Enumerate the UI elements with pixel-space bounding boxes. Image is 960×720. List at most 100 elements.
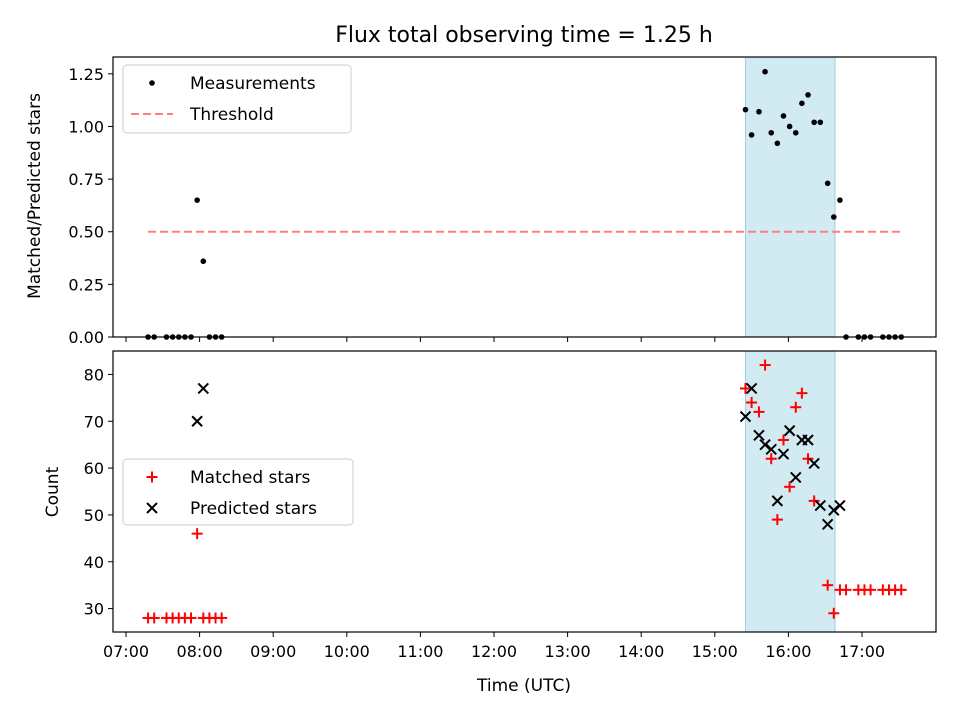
x-axis-label: Time (UTC) (476, 676, 571, 696)
legend-box (122, 64, 352, 134)
measurement-point (194, 197, 200, 203)
x-b (777, 448, 790, 460)
predicted-star-point (834, 499, 846, 512)
measurement-point (742, 106, 749, 113)
x-b (802, 434, 814, 446)
legend-box (122, 458, 354, 526)
legend-label: Threshold (189, 105, 274, 125)
matched-star-point (802, 453, 814, 465)
measurement-point (780, 113, 787, 119)
y-tick-label: 1.25 (68, 65, 104, 84)
measurement-point (830, 214, 837, 220)
measurement-point (762, 68, 768, 75)
x-tick-label: 08:00 (177, 642, 223, 661)
chart-title: Flux total observing time = 1.25 h (335, 23, 713, 48)
matched-star-point (771, 514, 783, 526)
measurement-point (786, 123, 793, 130)
x-b (783, 424, 796, 437)
measurement-point (811, 119, 817, 126)
matched-star-point (777, 434, 789, 446)
matched-star-point (822, 579, 834, 591)
predicted-star-point (808, 457, 820, 470)
matched-star-point (784, 481, 796, 493)
x-b (191, 415, 203, 427)
measurement-point (799, 100, 805, 107)
y-tick-label: 40 (84, 553, 104, 572)
y-tick-label: 0.25 (68, 275, 104, 294)
x-b (753, 429, 765, 442)
matched-star-point (216, 612, 228, 624)
matched-star-point (185, 612, 197, 624)
x-tick-label: 07:00 (103, 642, 149, 661)
axes-frame (112, 56, 937, 338)
predicted-star-point (759, 438, 771, 451)
x-tick-label: 15:00 (692, 642, 738, 661)
x-b (808, 457, 820, 470)
matched-star-point (148, 612, 160, 624)
top-y-axis-label: Matched/Predicted stars (25, 93, 45, 299)
predicted-star-point (802, 434, 814, 446)
y-tick-label: 50 (84, 506, 104, 525)
x-b (765, 443, 777, 456)
matched-star-point (828, 607, 840, 619)
legend-label: Matched stars (190, 468, 310, 488)
predicted-star-point (790, 471, 802, 484)
x-b (834, 499, 846, 512)
y-tick-label: 60 (84, 459, 104, 478)
legend: Matched stars Predicted stars (122, 458, 354, 526)
x-b (759, 438, 771, 451)
legend-label: Measurements (190, 74, 316, 94)
predicted-star-point (771, 495, 784, 507)
highlight-span (745, 57, 836, 337)
bottom-y-axis-label: Count (43, 466, 63, 517)
x-b (814, 499, 827, 512)
matched-star-point (840, 584, 852, 596)
measurement-point (837, 197, 843, 203)
x-tick-label: 11:00 (397, 642, 443, 661)
predicted-star-point (765, 443, 777, 456)
measurement-point (824, 180, 831, 187)
axes-frame (112, 350, 937, 633)
predicted-star-point (197, 382, 209, 395)
predicted-star-point (828, 504, 840, 516)
x-b (790, 471, 802, 484)
matched-star-point (746, 397, 758, 409)
x-tick-label: 17:00 (839, 642, 885, 661)
measurement-point (200, 258, 207, 265)
predicted-star-point (753, 429, 765, 442)
measurement-point (805, 92, 811, 98)
measurement-point (817, 119, 824, 126)
measurement-point (768, 129, 775, 136)
x-tick-label: 09:00 (250, 642, 296, 661)
matched-star-point (895, 584, 907, 596)
x-b (828, 504, 840, 516)
legend: Measurements Threshold (122, 64, 352, 134)
matched-star-point (753, 406, 765, 418)
matched-star-point (765, 453, 777, 465)
predicted-star-point (783, 424, 796, 437)
x-b (745, 382, 758, 395)
x-tick-label: 14:00 (618, 642, 664, 661)
matched-star-point (759, 359, 771, 371)
measurement-point (774, 140, 781, 147)
x-tick-label: 13:00 (545, 642, 591, 661)
y-tick-label: 30 (84, 600, 104, 619)
matched-star-point (808, 495, 820, 507)
matched-star-point (796, 387, 808, 399)
legend-label: Predicted stars (190, 499, 317, 519)
y-tick-label: 0.75 (68, 170, 104, 189)
legend-marker (146, 502, 158, 514)
legend-marker (149, 80, 155, 86)
x-b (771, 495, 784, 507)
y-tick-label: 70 (84, 412, 104, 431)
y-tick-label: 80 (84, 365, 104, 384)
y-tick-label: 1.00 (68, 117, 104, 136)
predicted-star-point (821, 518, 834, 530)
x-tick-label: 12:00 (471, 642, 517, 661)
predicted-star-point (739, 410, 752, 423)
matched-star-point (790, 401, 802, 413)
y-tick-label: 0.50 (68, 223, 104, 242)
predicted-star-point (777, 448, 790, 460)
matched-star-point (739, 382, 751, 394)
